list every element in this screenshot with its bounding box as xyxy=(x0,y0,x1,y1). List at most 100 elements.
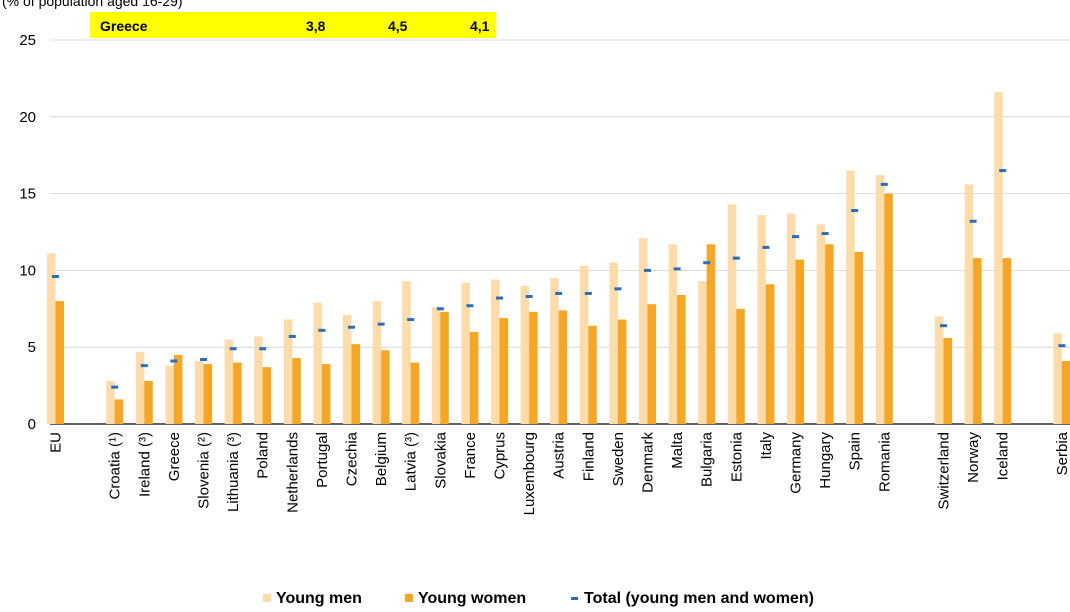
marker-total xyxy=(851,208,859,212)
bar-young-women xyxy=(736,308,745,424)
x-category-label: Estonia xyxy=(728,431,745,482)
x-category-label: Lithuania (³) xyxy=(225,432,242,512)
bar-young-women xyxy=(706,244,716,424)
bar-young-men xyxy=(816,224,826,424)
x-category-label: Croatia (¹) xyxy=(107,432,124,500)
bar-young-women xyxy=(440,311,449,424)
highlight-row-value-women: 4,5 xyxy=(388,18,408,34)
gridlines xyxy=(50,39,1070,425)
chart-subtitle: (% of population aged 16-29) xyxy=(2,0,183,9)
bar-young-women xyxy=(144,380,153,424)
marker-total xyxy=(880,182,888,186)
marker-total xyxy=(318,328,326,332)
x-category-label: Austria xyxy=(551,431,568,478)
bar-young-women xyxy=(381,350,390,424)
bar-young-women xyxy=(854,251,864,424)
bar-young-women xyxy=(114,399,124,424)
bar-young-women xyxy=(677,294,686,424)
bar-young-men xyxy=(609,262,618,424)
bar-young-men xyxy=(639,238,648,424)
highlight-row-value-total: 4,1 xyxy=(470,18,490,34)
bar-young-women xyxy=(410,362,420,424)
bar-young-men xyxy=(846,170,855,424)
legend: Young men Young women Total (young men a… xyxy=(263,590,814,607)
bar-young-women xyxy=(173,354,183,424)
bar-young-men xyxy=(106,380,115,424)
bar-young-men xyxy=(935,316,944,424)
marker-total xyxy=(140,364,148,368)
y-axis-ticks: 0 5 10 15 20 25 xyxy=(19,32,36,433)
y-tick-label: 10 xyxy=(19,262,36,279)
marker-total xyxy=(762,245,770,249)
bar-young-women xyxy=(558,310,568,424)
marker-total xyxy=(229,347,237,351)
bar-young-women xyxy=(617,319,627,424)
marker-total xyxy=(999,169,1007,173)
legend-marker-total xyxy=(571,597,578,600)
bar-young-men xyxy=(165,365,174,424)
legend-swatch-young-women xyxy=(405,594,413,602)
marker-total xyxy=(614,287,622,291)
marker-total xyxy=(703,261,711,265)
x-category-label: Serbia xyxy=(1054,431,1070,475)
marker-total xyxy=(555,291,563,295)
bar-young-women xyxy=(1061,361,1070,424)
marker-total xyxy=(52,275,59,279)
bar-young-women xyxy=(825,244,834,424)
marker-total xyxy=(584,291,592,295)
bars xyxy=(47,92,1070,424)
bar-young-men xyxy=(195,361,204,424)
bar-young-women xyxy=(203,364,212,424)
x-category-label: Romania xyxy=(876,431,893,492)
x-category-label: Norway xyxy=(965,432,982,483)
bar-young-men xyxy=(579,265,589,424)
x-category-label: Sweden xyxy=(610,432,627,486)
x-category-label: EU xyxy=(48,432,65,453)
bar-young-men xyxy=(402,281,411,424)
bar-young-women xyxy=(795,259,804,424)
legend-label-total: Total (young men and women) xyxy=(584,590,814,607)
bar-young-men xyxy=(313,302,322,424)
marker-total xyxy=(732,256,740,260)
bar-young-men xyxy=(372,301,382,424)
marker-total xyxy=(111,385,119,389)
y-tick-label: 15 xyxy=(19,186,36,203)
bar-young-men xyxy=(757,215,766,424)
bar-young-women xyxy=(943,337,952,424)
bar-young-women xyxy=(529,311,538,424)
marker-total xyxy=(1058,344,1066,348)
bar-young-women xyxy=(499,318,508,424)
bar-young-men xyxy=(550,278,559,424)
x-category-label: Iceland xyxy=(995,432,1012,480)
x-category-label: Luxembourg xyxy=(521,432,538,515)
bar-young-men xyxy=(461,282,470,424)
x-category-label: Czechia xyxy=(344,431,361,486)
x-category-label: Bulgaria xyxy=(699,431,716,487)
bar-young-women xyxy=(765,284,775,424)
marker-total xyxy=(969,219,977,223)
y-tick-label: 20 xyxy=(19,109,36,126)
bar-young-women xyxy=(292,357,301,424)
legend-swatch-young-men xyxy=(263,594,271,602)
bar-young-women xyxy=(1002,258,1012,424)
highlight-row-label: Greece xyxy=(100,18,148,34)
highlight-row-value-men: 3,8 xyxy=(306,18,326,34)
x-category-label: Ireland (³) xyxy=(136,432,153,497)
bar-young-women xyxy=(351,344,360,424)
marker-total xyxy=(466,304,474,308)
marker-total xyxy=(792,235,799,239)
x-category-label: Greece xyxy=(166,432,183,481)
bar-young-men xyxy=(1053,333,1062,424)
x-category-label: Latvia (³) xyxy=(403,432,420,491)
bar-young-men xyxy=(224,339,234,424)
marker-total xyxy=(436,307,444,311)
x-category-label: Poland xyxy=(255,432,272,479)
bar-young-men xyxy=(283,319,293,424)
marker-total xyxy=(821,232,829,236)
bar-young-men xyxy=(994,92,1003,424)
bar-young-men xyxy=(343,314,352,424)
bar-young-women xyxy=(262,367,272,424)
bar-young-women xyxy=(321,364,331,424)
bar-young-women xyxy=(647,304,656,424)
